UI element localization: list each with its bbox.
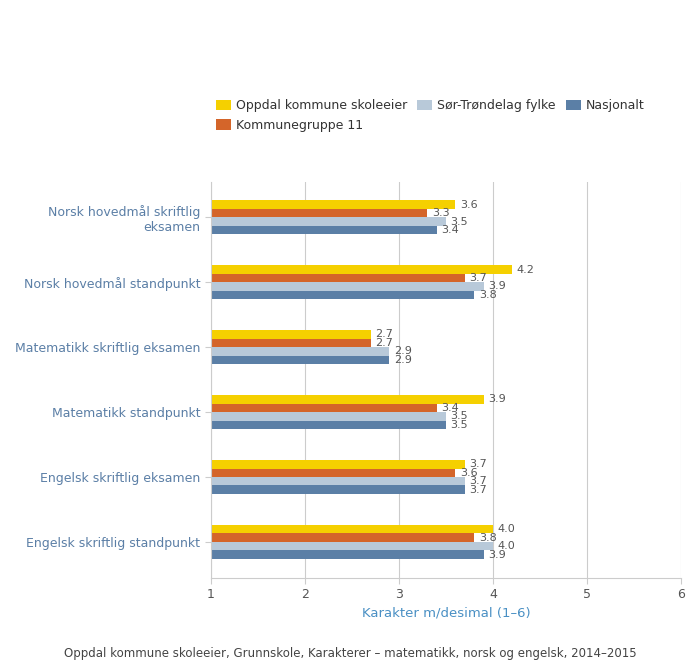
Text: 3.5: 3.5 xyxy=(451,411,468,422)
Text: 4.0: 4.0 xyxy=(498,524,515,534)
Text: 3.8: 3.8 xyxy=(479,532,496,542)
Bar xyxy=(211,200,455,209)
Bar xyxy=(211,291,474,299)
Bar xyxy=(211,274,465,282)
Bar xyxy=(211,468,455,477)
Bar xyxy=(211,339,371,347)
Text: 3.7: 3.7 xyxy=(470,273,487,283)
Text: 2.7: 2.7 xyxy=(375,338,393,348)
Text: 3.6: 3.6 xyxy=(460,200,477,210)
Legend: Oppdal kommune skoleeier, Kommunegruppe 11, Sør-Trøndelag fylke, Nasjonalt: Oppdal kommune skoleeier, Kommunegruppe … xyxy=(211,94,650,137)
Bar xyxy=(211,209,427,217)
Bar xyxy=(211,395,484,403)
Text: 4.0: 4.0 xyxy=(498,541,515,551)
Bar xyxy=(211,412,446,421)
Text: 3.5: 3.5 xyxy=(451,216,468,226)
Bar xyxy=(211,421,446,429)
Text: 4.2: 4.2 xyxy=(517,265,534,275)
Text: 3.8: 3.8 xyxy=(479,290,496,300)
Text: 3.7: 3.7 xyxy=(470,460,487,470)
Text: 3.4: 3.4 xyxy=(441,225,459,235)
Text: 2.9: 2.9 xyxy=(394,355,412,365)
Text: Oppdal kommune skoleeier, Grunnskole, Karakterer – matematikk, norsk og engelsk,: Oppdal kommune skoleeier, Grunnskole, Ka… xyxy=(64,647,636,660)
Bar xyxy=(211,534,474,542)
Bar xyxy=(211,525,493,534)
X-axis label: Karakter m/desimal (1–6): Karakter m/desimal (1–6) xyxy=(362,607,530,620)
Bar xyxy=(211,403,437,412)
Text: 3.7: 3.7 xyxy=(470,485,487,495)
Text: 3.9: 3.9 xyxy=(489,394,506,404)
Bar xyxy=(211,282,484,291)
Text: 3.3: 3.3 xyxy=(432,208,449,218)
Text: 3.6: 3.6 xyxy=(460,468,477,478)
Text: 3.7: 3.7 xyxy=(470,476,487,486)
Bar xyxy=(211,460,465,468)
Text: 3.9: 3.9 xyxy=(489,281,506,291)
Text: 3.5: 3.5 xyxy=(451,420,468,430)
Bar xyxy=(211,265,512,274)
Bar xyxy=(211,217,446,226)
Text: 2.7: 2.7 xyxy=(375,329,393,339)
Bar xyxy=(211,550,484,559)
Bar xyxy=(211,330,371,339)
Bar xyxy=(211,355,389,364)
Text: 2.9: 2.9 xyxy=(394,347,412,356)
Bar xyxy=(211,542,493,550)
Bar xyxy=(211,226,437,234)
Text: 3.9: 3.9 xyxy=(489,550,506,560)
Bar xyxy=(211,477,465,486)
Text: 3.4: 3.4 xyxy=(441,403,459,413)
Bar xyxy=(211,486,465,494)
Bar xyxy=(211,347,389,355)
